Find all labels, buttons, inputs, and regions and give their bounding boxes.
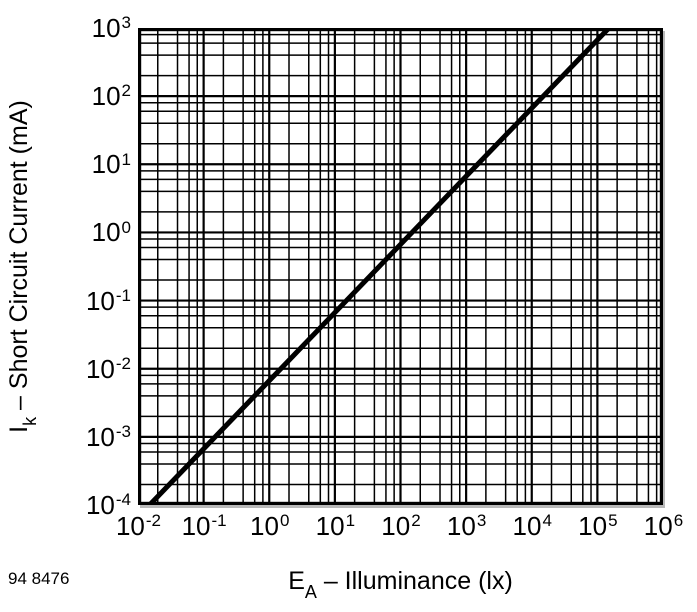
tick-base: 10 (85, 353, 115, 384)
tick-exponent: 2 (411, 511, 421, 531)
x-axis-symbol-subscript: A (304, 582, 317, 602)
tick-base: 10 (315, 511, 345, 541)
tick-base: 10 (85, 285, 115, 316)
x-tick-label: 100 (250, 511, 290, 541)
tick-base: 10 (85, 421, 115, 452)
tick-exponent: 1 (345, 511, 356, 531)
y-tick-label: 10-4 (0, 490, 131, 520)
tick-exponent: 3 (121, 13, 131, 33)
tick-base: 10 (446, 511, 476, 541)
tick-base: 10 (250, 511, 279, 541)
plot-svg (138, 28, 663, 505)
y-tick-label: 100 (0, 217, 131, 248)
tick-base: 10 (381, 511, 411, 541)
tick-base: 10 (643, 511, 673, 541)
tick-base: 10 (91, 81, 121, 112)
y-tick-label: 102 (0, 81, 131, 112)
tick-exponent: -2 (145, 511, 162, 531)
data-line-short-circuit-current (147, 28, 611, 505)
y-tick-label: 10-3 (0, 421, 131, 452)
tick-exponent: -2 (115, 354, 131, 374)
x-tick-label: 106 (643, 511, 684, 541)
tick-exponent: -1 (115, 285, 131, 305)
tick-base: 10 (91, 217, 121, 248)
plot-frame (138, 28, 663, 505)
tick-exponent: 0 (121, 217, 131, 237)
tick-exponent: -4 (115, 490, 131, 510)
x-axis-title-text: – Illuminance (lx) (316, 567, 513, 595)
x-axis-title: EA – Illuminance (lx) (138, 566, 663, 601)
tick-base: 10 (91, 149, 121, 180)
x-tick-label: 10-2 (115, 511, 162, 541)
y-tick-label: 10-2 (0, 353, 131, 384)
x-tick-label: 101 (315, 511, 356, 541)
tick-base: 10 (512, 511, 542, 541)
tick-exponent: -1 (211, 511, 227, 531)
tick-exponent: 1 (121, 149, 131, 169)
x-axis-symbol: E (288, 567, 305, 595)
y-tick-label: 101 (0, 149, 131, 180)
x-tick-label: 105 (578, 511, 618, 541)
tick-base: 10 (91, 13, 121, 43)
x-tick-label: 10-1 (181, 511, 227, 541)
x-tick-label: 103 (446, 511, 487, 541)
tick-exponent: 0 (279, 511, 290, 531)
tick-base: 10 (181, 511, 211, 541)
x-tick-label: 102 (381, 511, 421, 541)
tick-exponent: 3 (476, 511, 487, 531)
tick-exponent: 6 (673, 511, 684, 531)
tick-exponent: -3 (115, 422, 131, 442)
tick-base: 10 (85, 490, 115, 520)
tick-exponent: 2 (121, 81, 131, 101)
tick-base: 10 (115, 511, 145, 541)
y-tick-label: 103 (0, 13, 131, 43)
tick-base: 10 (578, 511, 608, 541)
figure-number: 94 8476 (8, 569, 70, 588)
x-tick-label: 104 (512, 511, 552, 541)
y-tick-label: 10-1 (0, 285, 131, 316)
tick-exponent: 4 (542, 511, 552, 531)
tick-exponent: 5 (608, 511, 618, 531)
